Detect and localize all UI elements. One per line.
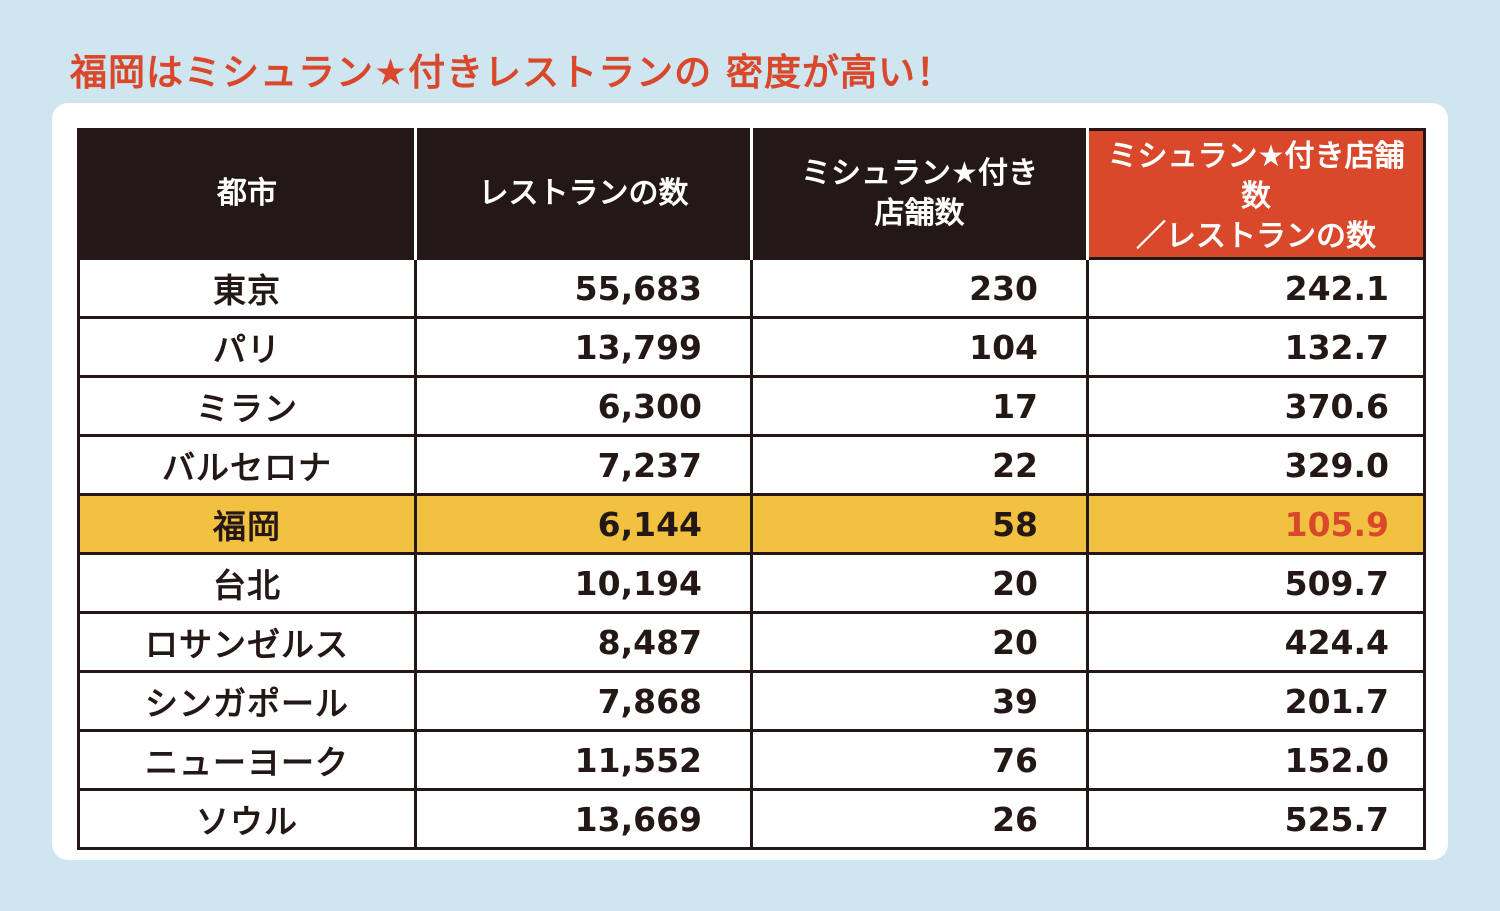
- restaurant-count-cell: 13,669: [414, 788, 752, 849]
- table-row: 台北 10,194 20 509.7: [78, 552, 1425, 613]
- city-cell: パリ: [78, 316, 416, 377]
- starred-count-cell: 39: [750, 670, 1088, 731]
- header-row: 都市 レストランの数 ミシュラン★付き 店舗数 ミシュラン★付き店舗数 ／レスト…: [78, 129, 1425, 259]
- starred-count-cell: 104: [750, 316, 1088, 377]
- table-row: パリ 13,799 104 132.7: [78, 316, 1425, 377]
- table-row: バルセロナ 7,237 22 329.0: [78, 434, 1425, 495]
- ratio-cell: 201.7: [1086, 670, 1425, 731]
- header-city: 都市: [78, 129, 416, 259]
- table-row: 福岡 6,144 58 105.9: [78, 493, 1425, 554]
- city-cell: ニューヨーク: [78, 729, 416, 790]
- restaurant-count-cell: 10,194: [414, 552, 752, 613]
- city-cell: バルセロナ: [78, 434, 416, 495]
- header-restaurants: レストランの数: [414, 129, 752, 259]
- restaurant-count-cell: 13,799: [414, 316, 752, 377]
- starred-count-cell: 17: [750, 375, 1088, 436]
- starred-count-cell: 58: [750, 493, 1088, 554]
- table-row: ミラン 6,300 17 370.6: [78, 375, 1425, 436]
- restaurant-count-cell: 11,552: [414, 729, 752, 790]
- city-cell: 福岡: [78, 493, 416, 554]
- restaurant-count-cell: 8,487: [414, 611, 752, 672]
- city-cell: ソウル: [78, 788, 416, 849]
- restaurant-count-cell: 55,683: [414, 257, 752, 318]
- table-row: ニューヨーク 11,552 76 152.0: [78, 729, 1425, 790]
- ratio-cell: 242.1: [1086, 257, 1425, 318]
- ratio-cell: 105.9: [1086, 493, 1425, 554]
- restaurant-count-cell: 6,144: [414, 493, 752, 554]
- table-row: 東京 55,683 230 242.1: [78, 257, 1425, 318]
- city-cell: 東京: [78, 257, 416, 318]
- table-row: ソウル 13,669 26 525.7: [78, 788, 1425, 849]
- starred-count-cell: 20: [750, 552, 1088, 613]
- ratio-cell: 509.7: [1086, 552, 1425, 613]
- ratio-cell: 370.6: [1086, 375, 1425, 436]
- ratio-cell: 152.0: [1086, 729, 1425, 790]
- restaurant-count-cell: 7,237: [414, 434, 752, 495]
- city-cell: シンガポール: [78, 670, 416, 731]
- city-cell: ロサンゼルス: [78, 611, 416, 672]
- starred-count-cell: 22: [750, 434, 1088, 495]
- starred-count-cell: 26: [750, 788, 1088, 849]
- header-starred: ミシュラン★付き 店舗数: [750, 129, 1088, 259]
- table-row: シンガポール 7,868 39 201.7: [78, 670, 1425, 731]
- city-cell: ミラン: [78, 375, 416, 436]
- ratio-cell: 525.7: [1086, 788, 1425, 849]
- page-title: 福岡はミシュラン★付きレストランの 密度が高い！: [70, 51, 955, 94]
- city-cell: 台北: [78, 552, 416, 613]
- table-row: ロサンゼルス 8,487 20 424.4: [78, 611, 1425, 672]
- restaurant-count-cell: 7,868: [414, 670, 752, 731]
- ratio-cell: 329.0: [1086, 434, 1425, 495]
- restaurant-count-cell: 6,300: [414, 375, 752, 436]
- starred-count-cell: 20: [750, 611, 1088, 672]
- data-table: 都市 レストランの数 ミシュラン★付き 店舗数 ミシュラン★付き店舗数 ／レスト…: [77, 128, 1426, 850]
- starred-count-cell: 230: [750, 257, 1088, 318]
- starred-count-cell: 76: [750, 729, 1088, 790]
- header-ratio: ミシュラン★付き店舗数 ／レストランの数: [1086, 129, 1425, 259]
- ratio-cell: 132.7: [1086, 316, 1425, 377]
- ratio-cell: 424.4: [1086, 611, 1425, 672]
- table-body: 東京 55,683 230 242.1 パリ 13,799 104 132.7 ミラン 6,300…: [78, 257, 1425, 849]
